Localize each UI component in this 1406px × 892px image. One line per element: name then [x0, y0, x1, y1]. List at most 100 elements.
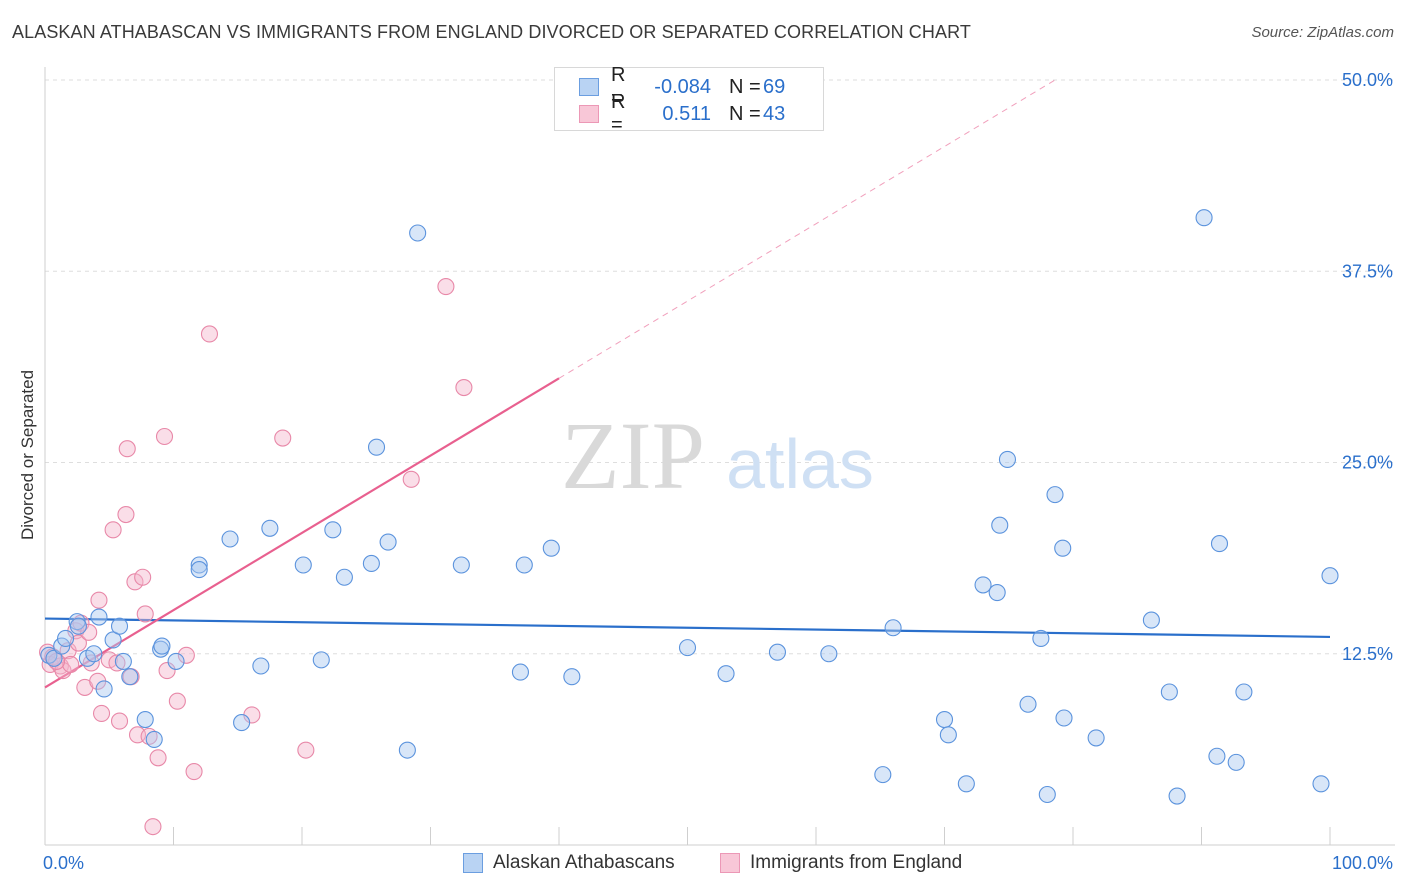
legend-row-pink: R = 0.511 N = 43 [579, 91, 786, 136]
pink-trend-extension [558, 79, 1056, 379]
blue-point [95, 680, 113, 698]
blue-point [167, 652, 185, 670]
pink-point [274, 429, 292, 447]
blue-point [717, 665, 735, 683]
blue-point [452, 556, 470, 574]
blue-point [145, 730, 163, 748]
watermark-zip: ZIP [561, 402, 705, 509]
blue-point [1142, 611, 1160, 629]
bottom-legend-label-pink: Immigrants from England [750, 852, 963, 873]
blue-point [110, 617, 129, 635]
pink-point [297, 741, 315, 759]
blue-point [974, 576, 992, 594]
blue-point [1312, 775, 1330, 793]
blue-point [1208, 747, 1226, 765]
trend-lines [44, 79, 1331, 689]
blue-point [542, 539, 560, 557]
blue-point [85, 645, 103, 663]
pink-point [455, 378, 473, 397]
pink-point [90, 591, 108, 609]
pink-point [118, 440, 136, 458]
blue-point [1168, 787, 1186, 805]
pink-point [110, 712, 129, 730]
bottom-legend-label-blue: Alaskan Athabascans [493, 852, 675, 873]
pink-trend-line [44, 377, 560, 689]
blue-point [1227, 753, 1245, 771]
legend-r-label: R = [611, 64, 626, 109]
blue-point [53, 637, 71, 655]
blue-point [998, 450, 1017, 468]
pink-point [144, 818, 162, 836]
grid-lines [45, 79, 1395, 655]
blue-point [114, 652, 132, 670]
legend-swatch-blue [579, 78, 599, 96]
pink-point [177, 646, 195, 664]
pink-point [62, 655, 80, 674]
legend-n-label: N = [729, 102, 761, 125]
blue-point [221, 530, 239, 548]
data-points [39, 209, 1339, 836]
blue-point [1321, 567, 1339, 585]
blue-point [294, 556, 312, 574]
blue-point [324, 521, 342, 539]
blue-point [935, 710, 954, 729]
pink-point [168, 692, 186, 710]
blue-point [874, 766, 892, 784]
blue-point [1087, 729, 1105, 747]
blue-point [367, 438, 386, 456]
legend-n-value: 69 [763, 75, 786, 98]
blue-point [957, 775, 975, 793]
blue-point [1046, 486, 1064, 504]
blue-point [90, 608, 108, 626]
legend-r-value: 0.511 [662, 102, 711, 125]
pink-point [134, 568, 152, 586]
blue-point [190, 561, 208, 579]
tick-labels: 12.5% 25.0% 37.5% 50.0% 0.0% 100.0% [43, 70, 1393, 873]
blue-point [190, 556, 208, 574]
pink-point [136, 605, 154, 623]
blue-point [1195, 209, 1213, 227]
pink-point [117, 505, 135, 524]
watermark: ZIP atlas [561, 402, 874, 509]
blue-trend-line [44, 617, 1331, 639]
legend-row-blue: R = -0.084 N = 69 [579, 64, 786, 109]
y-tick-label: 25.0% [1342, 453, 1393, 473]
pink-point [140, 727, 158, 745]
pink-point [437, 277, 455, 296]
pink-point [155, 427, 174, 446]
blue-point [515, 556, 533, 574]
pink-point [108, 654, 126, 672]
blue-point [820, 645, 838, 663]
blue-point [1160, 683, 1178, 701]
blue-point [45, 649, 63, 667]
blue-point [121, 668, 139, 686]
legend-r-label: R = [611, 91, 626, 136]
pink-point [69, 634, 87, 652]
blue-point [233, 714, 251, 732]
pink-point [80, 623, 98, 641]
bottom-legend-swatch-blue [463, 853, 483, 873]
legend-n-label: N = [729, 75, 761, 98]
y-tick-label: 37.5% [1342, 261, 1393, 281]
pink-point [402, 470, 420, 488]
x-tick-label: 0.0% [43, 853, 84, 873]
blue-point [104, 631, 122, 649]
correlation-legend: R = -0.084 N = 69 R = 0.511 N = 43 [554, 64, 824, 136]
blue-point [136, 710, 154, 729]
y-tick-label: 50.0% [1342, 70, 1393, 90]
legend-r-value: -0.084 [654, 75, 711, 98]
pink-point [200, 325, 219, 343]
blue-point [362, 554, 380, 573]
legend-n-value: 43 [763, 102, 786, 125]
chart-title: ALASKAN ATHABASCAN VS IMMIGRANTS FROM EN… [12, 22, 971, 42]
pink-point [92, 704, 111, 722]
pink-point [185, 763, 203, 781]
blue-point [511, 663, 530, 681]
blue-point [1032, 629, 1050, 648]
pink-point [149, 749, 167, 767]
blue-point [1055, 709, 1073, 727]
x-tick-label: 100.0% [1332, 853, 1393, 873]
blue-point [1210, 535, 1229, 553]
blue-point [1235, 683, 1253, 701]
blue-point [884, 619, 902, 637]
